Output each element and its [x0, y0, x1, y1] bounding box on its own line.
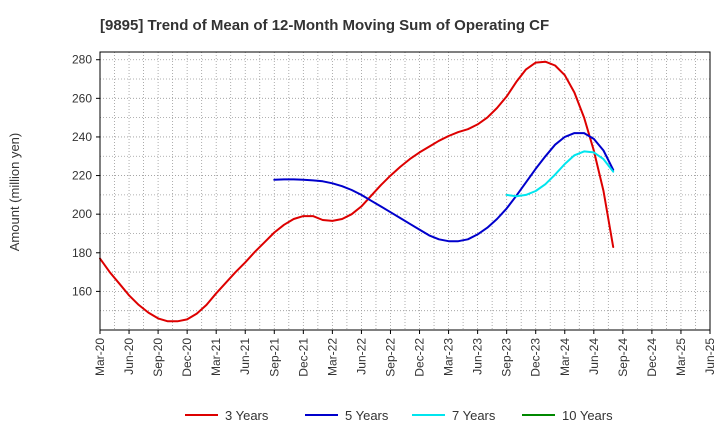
x-tick-label: Mar-24	[558, 338, 572, 376]
y-tick-label: 200	[72, 207, 92, 221]
y-tick-label: 260	[72, 91, 92, 105]
x-tick-label: Mar-21	[209, 338, 223, 376]
y-tick-label: 160	[72, 284, 92, 298]
x-tick-label: Sep-23	[500, 338, 514, 377]
x-tick-label: Jun-22	[354, 338, 368, 375]
x-tick-label: Dec-21	[296, 338, 310, 377]
x-tick-label: Sep-20	[151, 338, 165, 377]
legend-label: 5 Years	[345, 408, 389, 423]
plot-area	[99, 51, 711, 331]
series-line-7-years	[505, 150, 615, 198]
x-tick-label: Sep-24	[616, 338, 630, 377]
chart-title: [9895] Trend of Mean of 12-Month Moving …	[100, 17, 549, 34]
series-line-5-years	[273, 132, 615, 243]
x-tick-label: Sep-21	[267, 338, 281, 377]
legend-label: 10 Years	[562, 408, 613, 423]
y-axis-label: Amount (million yen)	[7, 133, 22, 252]
x-tick-label: Mar-23	[442, 338, 456, 376]
x-tick-label: Dec-23	[529, 338, 543, 377]
x-tick-label: Dec-22	[413, 338, 427, 377]
x-axis-ticks: Mar-20 Jun-20 Sep-20 Dec-20 Mar-21 Jun-21 Sep-…	[93, 330, 717, 377]
series-line-3-years	[99, 60, 615, 323]
x-tick-label: Mar-22	[325, 338, 339, 376]
y-tick-label: 180	[72, 246, 92, 260]
x-tick-label: Mar-25	[674, 338, 688, 376]
x-tick-label: Mar-20	[93, 338, 107, 376]
x-tick-label: Jun-21	[238, 338, 252, 375]
y-axis-ticks: 160 180 200 220 240 260 280	[72, 53, 100, 298]
legend-label: 3 Years	[225, 408, 269, 423]
y-tick-label: 220	[72, 169, 92, 183]
legend: 3 Years 5 Years 7 Years 10 Years	[185, 408, 613, 423]
x-tick-label: Jun-23	[471, 338, 485, 375]
x-tick-label: Dec-20	[180, 338, 194, 377]
x-tick-label: Jun-25	[703, 338, 717, 375]
legend-label: 7 Years	[452, 408, 496, 423]
x-tick-label: Sep-22	[383, 338, 397, 377]
plot-frame	[99, 51, 711, 331]
grid	[99, 52, 711, 330]
series-lines	[99, 60, 615, 323]
y-tick-label: 280	[72, 53, 92, 67]
x-tick-label: Jun-24	[587, 338, 601, 375]
x-tick-label: Dec-24	[645, 338, 659, 377]
x-tick-label: Jun-20	[122, 338, 136, 375]
y-tick-label: 240	[72, 130, 92, 144]
